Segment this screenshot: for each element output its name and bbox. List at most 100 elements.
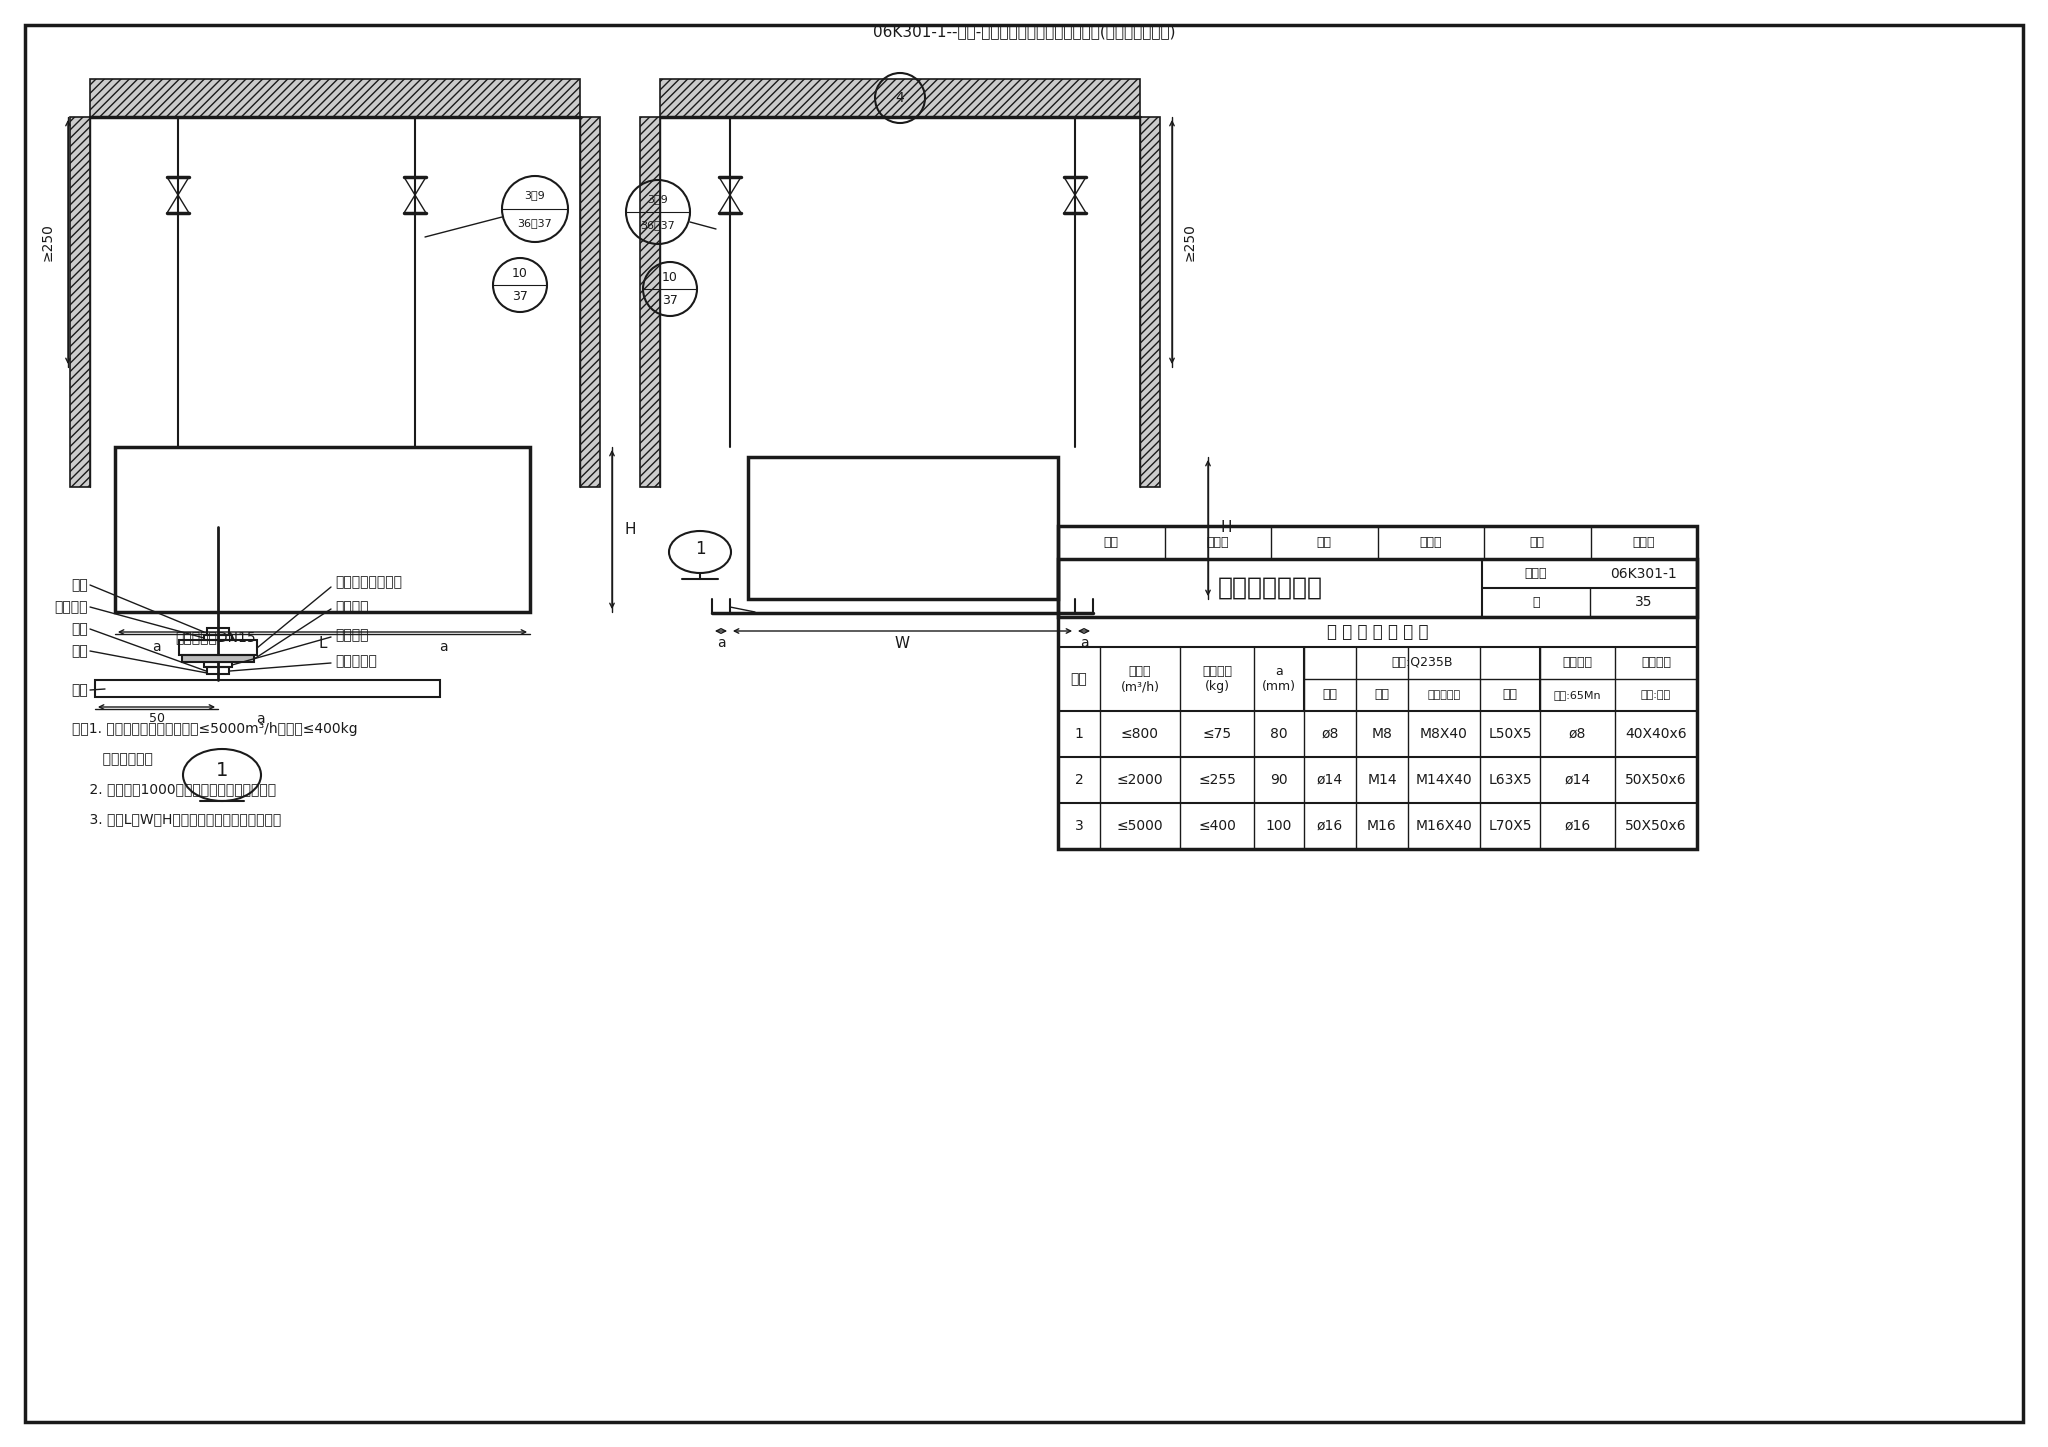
Text: M8: M8 xyxy=(1372,726,1393,741)
Text: 螺栓、螺帽: 螺栓、螺帽 xyxy=(336,654,377,669)
Bar xyxy=(1059,527,1698,559)
Text: 橡胶垫片: 橡胶垫片 xyxy=(1640,657,1671,670)
Text: 校对: 校对 xyxy=(1317,535,1331,548)
Text: 10: 10 xyxy=(512,268,528,281)
Text: 37: 37 xyxy=(662,294,678,307)
Text: 06K301-1--空气-空气能量回收装置选用与安装(新风换气机部分): 06K301-1--空气-空气能量回收装置选用与安装(新风换气机部分) xyxy=(872,25,1176,39)
Text: a: a xyxy=(717,637,725,650)
Bar xyxy=(207,628,229,635)
Text: 吸杆: 吸杆 xyxy=(1323,689,1337,702)
Bar xyxy=(639,117,659,488)
Text: 机组重量
(kg): 机组重量 (kg) xyxy=(1202,666,1233,693)
Text: M16X40: M16X40 xyxy=(1415,819,1473,833)
Text: 的所有机型。: 的所有机型。 xyxy=(72,752,154,765)
Text: 弹簧幾圈: 弹簧幾圈 xyxy=(1563,657,1593,670)
Text: 3＆9: 3＆9 xyxy=(647,194,668,204)
Text: 螺栓、螺帽: 螺栓、螺帽 xyxy=(1427,690,1460,700)
Text: 页: 页 xyxy=(1532,596,1540,609)
Text: 冷凝排水管DN15: 冷凝排水管DN15 xyxy=(174,629,256,644)
Text: 100: 100 xyxy=(1266,819,1292,833)
Text: M14X40: M14X40 xyxy=(1415,773,1473,787)
Bar xyxy=(659,80,1141,117)
Text: ≥250: ≥250 xyxy=(1184,223,1196,260)
Bar xyxy=(580,117,600,488)
Text: 50X50x6: 50X50x6 xyxy=(1626,773,1688,787)
Bar xyxy=(178,640,256,655)
Text: L70X5: L70X5 xyxy=(1489,819,1532,833)
Text: H: H xyxy=(1221,521,1231,535)
Text: ø16: ø16 xyxy=(1565,819,1591,833)
Text: 3. 图中L、W和H分别为机组长、宽和高尺寸。: 3. 图中L、W和H分别为机组长、宽和高尺寸。 xyxy=(72,812,281,826)
Text: 随机配备的吸装件: 随机配备的吸装件 xyxy=(336,574,401,589)
Text: ø14: ø14 xyxy=(1317,773,1343,787)
Text: 图集号: 图集号 xyxy=(1524,567,1546,580)
Bar xyxy=(1059,527,1698,849)
Text: 杆 件 材 料 规 格 表: 杆 件 材 料 规 格 表 xyxy=(1327,624,1427,641)
Bar xyxy=(205,661,231,667)
Text: M16: M16 xyxy=(1368,819,1397,833)
Text: 35: 35 xyxy=(1634,596,1653,609)
Text: 螺栓: 螺栓 xyxy=(72,644,88,658)
Text: 50X50x6: 50X50x6 xyxy=(1626,819,1688,833)
Text: 李远学: 李远学 xyxy=(1206,535,1229,548)
Text: 2: 2 xyxy=(1075,773,1083,787)
Text: 50: 50 xyxy=(150,712,164,725)
Text: ≤5000: ≤5000 xyxy=(1116,819,1163,833)
Text: 螺母: 螺母 xyxy=(72,577,88,592)
Text: 1: 1 xyxy=(215,761,227,780)
Text: 4: 4 xyxy=(895,91,905,106)
Text: L63X5: L63X5 xyxy=(1489,773,1532,787)
Bar xyxy=(182,655,254,661)
Text: a: a xyxy=(438,640,446,654)
Text: 新风量
(m³/h): 新风量 (m³/h) xyxy=(1120,666,1159,693)
Bar xyxy=(94,680,440,697)
Text: 36＆37: 36＆37 xyxy=(518,218,553,227)
Text: 审核: 审核 xyxy=(1104,535,1118,548)
Text: ≤75: ≤75 xyxy=(1202,726,1231,741)
Bar xyxy=(205,635,231,640)
Text: 36＆37: 36＆37 xyxy=(641,220,676,230)
Text: 材料:橡胶: 材料:橡胶 xyxy=(1640,690,1671,700)
Text: 06K301-1: 06K301-1 xyxy=(1610,566,1677,580)
Bar xyxy=(90,80,580,117)
Text: ≥250: ≥250 xyxy=(41,223,55,260)
Bar xyxy=(207,667,229,674)
Text: M8X40: M8X40 xyxy=(1419,726,1468,741)
Bar xyxy=(115,447,530,612)
Text: 螺母: 螺母 xyxy=(72,622,88,637)
Text: a: a xyxy=(152,640,160,654)
Text: 90: 90 xyxy=(1270,773,1288,787)
Bar xyxy=(70,117,90,488)
Text: 1: 1 xyxy=(1075,726,1083,741)
Text: L: L xyxy=(317,637,328,651)
Text: 10: 10 xyxy=(662,271,678,284)
Text: 3＆9: 3＆9 xyxy=(524,190,545,200)
Text: a: a xyxy=(1079,637,1087,650)
Text: ø8: ø8 xyxy=(1569,726,1587,741)
Text: 弹簧幾圈: 弹簧幾圈 xyxy=(55,601,88,614)
Text: 吊顶式板下吊装: 吊顶式板下吊装 xyxy=(1217,576,1323,601)
Text: H: H xyxy=(625,522,635,537)
Text: 邹永庆: 邹永庆 xyxy=(1419,535,1442,548)
Text: 80: 80 xyxy=(1270,726,1288,741)
Text: a
(mm): a (mm) xyxy=(1262,666,1296,693)
Text: 3: 3 xyxy=(1075,819,1083,833)
Text: M14: M14 xyxy=(1368,773,1397,787)
Text: 1: 1 xyxy=(694,540,705,559)
Text: ø8: ø8 xyxy=(1321,726,1339,741)
Bar xyxy=(1059,559,1698,616)
Text: 40X40x6: 40X40x6 xyxy=(1626,726,1688,741)
Text: 注：1. 本安装方式适用于新风量≤5000m³/h，重量≤400kg: 注：1. 本安装方式适用于新风量≤5000m³/h，重量≤400kg xyxy=(72,722,358,737)
Text: ≤800: ≤800 xyxy=(1120,726,1159,741)
Text: 横梁: 横梁 xyxy=(1503,689,1518,702)
Text: 设计: 设计 xyxy=(1530,535,1544,548)
Text: ø16: ø16 xyxy=(1317,819,1343,833)
Text: ø14: ø14 xyxy=(1565,773,1591,787)
Text: 弹簧幾圈: 弹簧幾圈 xyxy=(336,628,369,642)
Bar xyxy=(748,457,1059,599)
Text: a: a xyxy=(256,712,264,726)
Text: 材料:Q235B: 材料:Q235B xyxy=(1391,657,1452,670)
Text: 材料:65Mn: 材料:65Mn xyxy=(1554,690,1602,700)
Text: L50X5: L50X5 xyxy=(1489,726,1532,741)
Bar xyxy=(1141,117,1159,488)
